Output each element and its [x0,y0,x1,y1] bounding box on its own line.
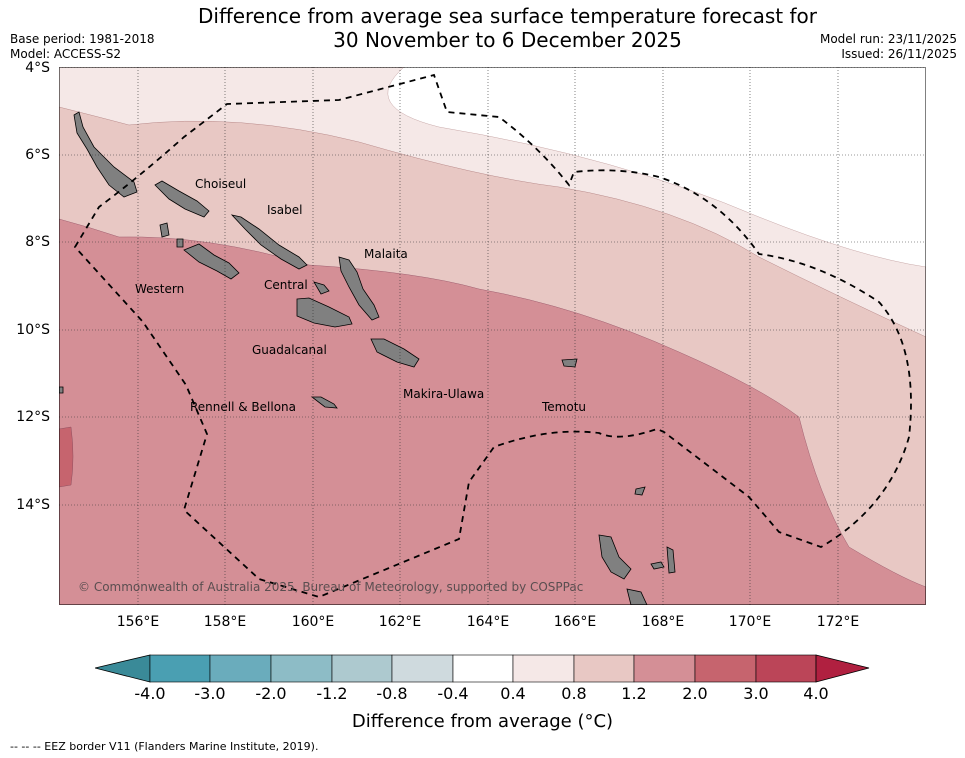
colorbar-seg-2 [270,654,333,683]
colorbar-tick-5: -0.4 [437,684,469,703]
lat-label-6s: 6°S [25,147,50,163]
malaita-island [338,256,380,321]
anomaly-zone-1.2-2.0 [59,218,926,605]
place-label-temotu: Temotu [542,400,587,414]
colorbar-tick-9: 2.0 [682,684,708,703]
ambae [650,561,665,570]
lon-label-172e: 172°E [816,614,860,630]
colorbar-seg-5 [452,654,514,683]
place-label-rennell-bellona: Rennell & Bellona [190,400,297,414]
colorbar-seg-3 [331,654,393,683]
colorbar-seg-7 [573,654,635,683]
anomaly-zone-2.0-3.0 [59,426,74,488]
pentecost [666,546,676,574]
colorbar-seg-0 [149,654,211,683]
lon-label-164e: 164°E [466,614,510,630]
colorbar-seg-10 [755,654,817,683]
base-period: Base period: 1981-2018 [10,32,155,46]
place-label-makira-ulawa: Makira-Ulawa [403,387,485,401]
graticule [59,67,926,605]
eez-border-note: -- -- -- EEZ border V11 (Flanders Marine… [10,740,319,753]
new-georgia-group [183,243,240,280]
colorbar-label: Difference from average (°C) [351,711,614,732]
lat-label-8s: 8°S [25,234,50,250]
colorbar-tick-8: 1.2 [621,684,647,703]
lon-label-160e: 160°E [291,614,335,630]
colorbar-under-arrow [95,654,151,683]
lon-label-168e: 168°E [641,614,685,630]
colorbar-tick-6: 0.4 [500,684,526,703]
florida-islands [313,281,330,295]
lat-label-14s: 14°S [16,497,50,513]
colorbar-seg-9 [694,654,757,683]
lon-label-162e: 162°E [378,614,422,630]
rennell-island [310,396,338,409]
santa-cruz-island [561,358,578,368]
map-frame [59,67,926,605]
colorbar-tick-2: -2.0 [255,684,287,703]
place-label-malaita: Malaita [364,247,408,261]
colorbar-tick-1: -3.0 [194,684,226,703]
makira-island [370,338,420,368]
guadalcanal-island [296,297,353,328]
issued-date: Issued: 26/11/2025 [841,47,957,61]
vanuatu-north-islets [634,486,646,496]
colorbar-tick-4: -0.8 [376,684,408,703]
colorbar-seg-8 [633,654,696,683]
left-edge-island [59,386,64,394]
place-label-guadalcanal: Guadalcanal [252,343,327,357]
colorbar [95,654,870,683]
place-label-choiseul: Choiseul [195,177,247,191]
model-name: Model: ACCESS-S2 [10,47,122,61]
colorbar-tick-3: -1.2 [316,684,348,703]
sst-anomaly-map [59,67,926,605]
malakula [626,588,648,605]
land-masses [59,111,676,605]
map-copyright: © Commonwealth of Australia 2025, Bureau… [78,580,584,594]
lat-label-4s: 4°S [25,60,50,76]
lon-label-158e: 158°E [203,614,247,630]
place-label-central: Central [264,278,308,292]
model-run: Model run: 23/11/2025 [819,32,957,46]
title-line2: 30 November to 6 December 2025 [333,28,682,52]
colorbar-tick-11: 4.0 [803,684,829,703]
vella-lavella [159,222,170,238]
eez-border [73,73,912,598]
colorbar-seg-6 [512,654,575,683]
bougainville-island [73,111,138,198]
lon-label-156e: 156°E [116,614,160,630]
colorbar-seg-1 [209,654,272,683]
title-line1: Difference from average sea surface temp… [197,4,817,28]
place-label-western: Western [135,282,185,296]
choiseul-island [154,180,210,218]
colorbar-tick-7: 0.8 [561,684,587,703]
colorbar-tick-0: -4.0 [134,684,166,703]
colorbar-segments [149,654,817,683]
lat-label-10s: 10°S [16,322,50,338]
ranongga [176,238,184,248]
place-label-isabel: Isabel [267,203,303,217]
lon-label-166e: 166°E [553,614,597,630]
colorbar-seg-4 [391,654,454,683]
colorbar-over-arrow [815,654,870,683]
espiritu-santo [598,534,632,580]
lat-label-12s: 12°S [16,409,50,425]
colorbar-tick-10: 3.0 [743,684,769,703]
lon-label-170e: 170°E [728,614,772,630]
